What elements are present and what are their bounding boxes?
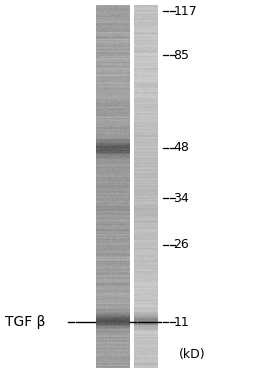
Text: 48: 48: [174, 141, 189, 154]
Text: TGF β: TGF β: [5, 315, 46, 329]
Text: 117: 117: [174, 5, 197, 18]
Text: 26: 26: [174, 239, 189, 251]
Text: 34: 34: [174, 192, 189, 205]
Text: (kD): (kD): [179, 348, 206, 361]
Text: 11: 11: [174, 316, 189, 329]
Text: 85: 85: [174, 49, 189, 62]
